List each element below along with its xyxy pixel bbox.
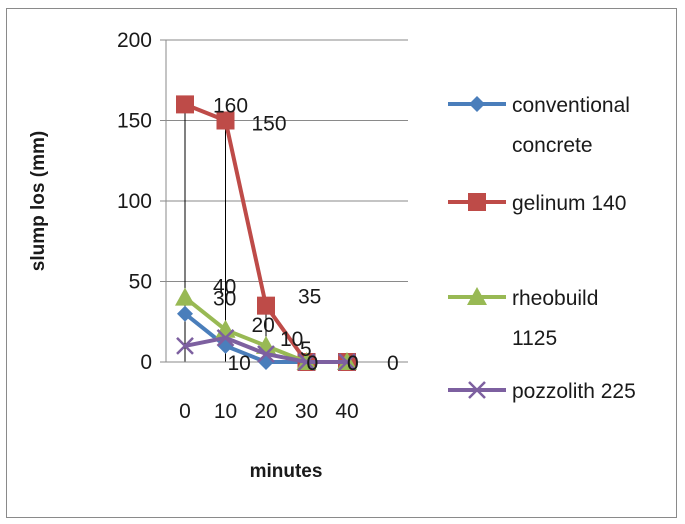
legend-label-conventional-concrete: conventional [512,94,630,117]
data-label-conventional-concrete-0: 30 [213,288,236,311]
point-gelinum-140-20 [257,296,275,315]
legend-label-rheobuild-1125: rheobuild [512,287,598,310]
data-label-rheobuild-1125-30: 0 [307,352,319,375]
data-label-gelinum-140-10: 150 [252,113,287,136]
y-tick-label-100: 100 [117,190,152,213]
y-axis-title: slump los (mm) [28,131,49,271]
data-label-pozzolith-225-20: 5 [300,338,312,361]
data-label-rheobuild-1125-0: 40 [213,276,236,299]
legend-marker-rheobuild-1125 [467,287,487,305]
series [175,95,357,371]
legend-marker-gelinum-140 [468,193,486,211]
legend-marker-conventional-concrete [469,96,485,112]
point-gelinum-140-10 [216,111,235,130]
x-tick-label-40: 40 [335,400,358,423]
point-pozzolith-225-10 [216,328,235,347]
point-pozzolith-225-40 [338,353,356,371]
legend-label-pozzolith-225: pozzolith 225 [512,380,636,403]
data-label-rheobuild-1125-10: 20 [252,314,275,337]
x-tick-label-30: 30 [295,400,318,423]
point-conventional-concrete-0 [177,305,193,322]
y-tick-label-50: 50 [129,271,152,294]
point-pozzolith-225-0 [176,337,194,355]
data-label-conventional-concrete-10: 10 [228,352,251,375]
data-label-rheobuild-1125-40: 0 [347,352,359,375]
point-gelinum-140-0 [176,95,194,114]
data-label-gelinum-140-20: 35 [298,286,321,309]
x-axis-title: minutes [250,461,323,482]
data-label-rheobuild-1125-20: 10 [280,328,303,351]
y-tick-label-0: 0 [140,351,152,374]
x-tick-labels: 0 10 20 30 40 [179,400,359,423]
y-tick-labels: 0 50 100 150 200 [117,29,152,374]
legend-marker-pozzolith-225 [468,381,486,399]
point-pozzolith-225-20 [257,345,275,363]
chart-frame [6,8,677,518]
point-pozzolith-225-30 [297,353,316,371]
legend-label-conventional-concrete-line2: concrete [512,134,593,157]
gridlines [160,39,408,363]
x-tick-label-0: 0 [179,400,191,423]
data-label-gelinum-140-40: 0 [347,352,359,375]
data-label-pozzolith-225-40: 0 [387,352,399,375]
y-tick-label-200: 200 [117,29,152,52]
point-rheobuild-1125-0 [175,287,195,306]
data-label-gelinum-140-0: 160 [213,94,248,117]
x-tick-label-20: 20 [254,400,277,423]
data-label-gelinum-140-30: 0 [307,352,319,375]
y-tick-label-150: 150 [117,110,152,133]
legend-label-rheobuild-1125-line2: 1125 [512,327,557,350]
legend: conventional concrete gelinum 140 rheobuild… [448,94,636,403]
legend-label-gelinum-140: gelinum 140 [512,192,626,215]
x-tick-label-10: 10 [214,400,237,423]
